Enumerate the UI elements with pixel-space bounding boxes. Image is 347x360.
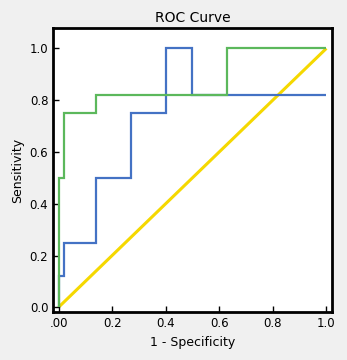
- X-axis label: 1 - Specificity: 1 - Specificity: [150, 336, 235, 349]
- Y-axis label: Sensitivity: Sensitivity: [11, 138, 24, 203]
- Title: ROC Curve: ROC Curve: [155, 11, 230, 25]
